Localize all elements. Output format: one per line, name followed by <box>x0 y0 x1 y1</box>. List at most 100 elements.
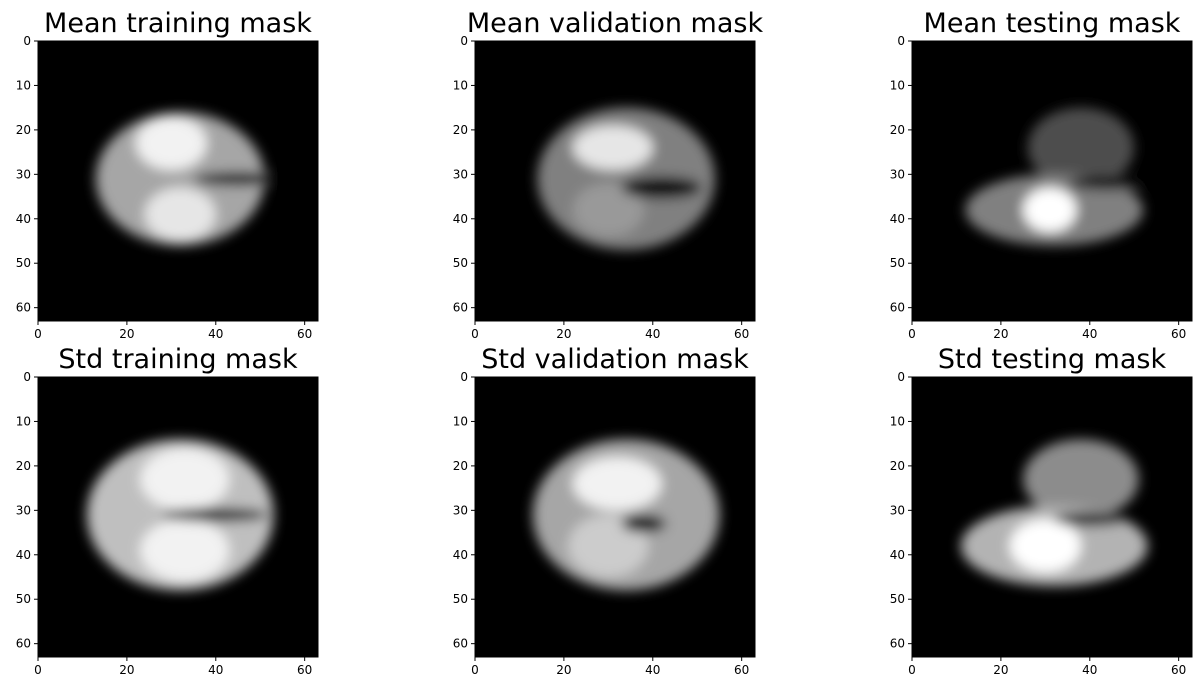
panel-title: Std training mask <box>58 344 298 375</box>
mask-blob <box>572 125 653 170</box>
mask-blob <box>568 514 649 578</box>
x-tick-label: 0 <box>34 327 42 341</box>
mask-blob <box>144 187 216 241</box>
y-tick-label: 10 <box>453 414 468 428</box>
y-tick-label: 50 <box>16 592 31 606</box>
mask-blob <box>1009 519 1081 573</box>
x-tick-label: 0 <box>34 663 42 677</box>
mask-dark-band <box>1067 176 1148 190</box>
x-tick-label: 60 <box>297 663 312 677</box>
y-tick-label: 40 <box>890 212 905 226</box>
y-tick-label: 30 <box>453 503 468 517</box>
x-tick-label: 20 <box>556 327 571 341</box>
y-tick-label: 40 <box>890 548 905 562</box>
y-tick-label: 60 <box>453 301 468 315</box>
mask-dark-band <box>621 514 667 533</box>
y-tick-label: 60 <box>890 301 905 315</box>
y-tick-label: 0 <box>23 370 31 384</box>
y-tick-label: 40 <box>453 548 468 562</box>
mask-intensity <box>965 107 1148 246</box>
mask-intensity <box>86 439 274 591</box>
panel-title: Std testing mask <box>938 344 1167 375</box>
mask-intensity <box>95 112 283 246</box>
mask-blob <box>572 183 644 237</box>
y-tick-label: 20 <box>890 123 905 137</box>
x-tick-label: 20 <box>119 327 134 341</box>
mask-blob <box>1027 107 1135 188</box>
y-tick-label: 50 <box>16 256 31 270</box>
x-tick-label: 40 <box>645 327 660 341</box>
y-tick-label: 20 <box>453 459 468 473</box>
y-tick-label: 10 <box>890 414 905 428</box>
y-tick-label: 50 <box>890 592 905 606</box>
y-tick-label: 0 <box>23 34 31 48</box>
mask-dark-band <box>193 172 283 186</box>
y-tick-label: 10 <box>16 414 31 428</box>
axes-frame <box>37 376 319 658</box>
y-tick-label: 20 <box>16 123 31 137</box>
y-tick-label: 40 <box>453 212 468 226</box>
y-tick-label: 20 <box>890 459 905 473</box>
axes-frame <box>911 376 1193 658</box>
mask-blob <box>135 116 207 170</box>
y-tick-label: 30 <box>16 167 31 181</box>
mask-blob <box>572 457 662 511</box>
y-tick-label: 10 <box>453 78 468 92</box>
mask-dark-band <box>162 508 270 522</box>
y-tick-label: 50 <box>453 592 468 606</box>
x-tick-label: 0 <box>471 327 479 341</box>
y-tick-label: 10 <box>16 78 31 92</box>
x-tick-label: 0 <box>908 327 916 341</box>
x-tick-label: 20 <box>556 663 571 677</box>
y-tick-label: 40 <box>16 212 31 226</box>
y-tick-label: 0 <box>897 370 905 384</box>
axes-frame <box>474 40 756 322</box>
x-tick-label: 60 <box>297 327 312 341</box>
x-tick-label: 40 <box>1082 327 1097 341</box>
mask-blob <box>140 448 230 511</box>
x-tick-label: 40 <box>208 327 223 341</box>
x-tick-label: 20 <box>119 663 134 677</box>
y-tick-label: 20 <box>453 123 468 137</box>
x-tick-label: 0 <box>471 663 479 677</box>
y-tick-label: 50 <box>890 256 905 270</box>
panel-title: Mean training mask <box>44 8 312 39</box>
x-tick-label: 0 <box>908 663 916 677</box>
x-tick-label: 20 <box>993 327 1008 341</box>
x-tick-label: 40 <box>645 663 660 677</box>
mask-intensity <box>532 439 720 591</box>
y-tick-label: 0 <box>460 370 468 384</box>
y-tick-label: 60 <box>890 637 905 651</box>
y-tick-label: 60 <box>16 301 31 315</box>
y-tick-label: 50 <box>453 256 468 270</box>
x-tick-label: 60 <box>734 663 749 677</box>
y-tick-label: 30 <box>890 167 905 181</box>
panel-title: Mean testing mask <box>924 8 1181 39</box>
x-tick-label: 20 <box>993 663 1008 677</box>
x-tick-label: 60 <box>1171 663 1186 677</box>
y-tick-label: 20 <box>16 459 31 473</box>
x-tick-label: 40 <box>1082 663 1097 677</box>
y-tick-label: 10 <box>890 78 905 92</box>
y-tick-label: 0 <box>897 34 905 48</box>
y-tick-label: 60 <box>453 637 468 651</box>
axes-frame <box>37 40 319 322</box>
panel-title: Mean validation mask <box>467 8 764 39</box>
mask-dark-band <box>621 176 702 199</box>
panel-title: Std validation mask <box>481 344 749 375</box>
axes-frame <box>911 40 1193 322</box>
y-tick-label: 40 <box>16 548 31 562</box>
y-tick-label: 30 <box>890 503 905 517</box>
x-tick-label: 40 <box>208 663 223 677</box>
y-tick-label: 60 <box>16 637 31 651</box>
axes-frame <box>474 376 756 658</box>
mask-blob <box>1023 439 1139 520</box>
y-tick-label: 0 <box>460 34 468 48</box>
